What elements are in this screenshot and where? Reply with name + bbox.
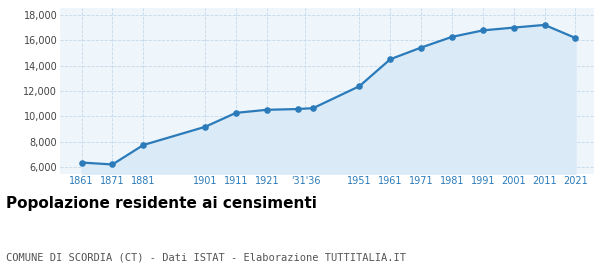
Point xyxy=(355,84,364,88)
Point xyxy=(231,111,241,115)
Point xyxy=(262,108,272,112)
Point xyxy=(540,23,550,27)
Text: Popolazione residente ai censimenti: Popolazione residente ai censimenti xyxy=(6,196,317,211)
Point xyxy=(385,57,395,62)
Point xyxy=(447,35,457,39)
Point xyxy=(571,36,580,40)
Point xyxy=(77,160,86,165)
Point xyxy=(478,28,488,33)
Point xyxy=(416,45,426,50)
Text: COMUNE DI SCORDIA (CT) - Dati ISTAT - Elaborazione TUTTITALIA.IT: COMUNE DI SCORDIA (CT) - Dati ISTAT - El… xyxy=(6,252,406,262)
Point xyxy=(139,143,148,147)
Point xyxy=(509,25,518,30)
Point xyxy=(308,106,318,110)
Point xyxy=(200,125,210,129)
Point xyxy=(107,162,117,167)
Point xyxy=(293,107,302,111)
